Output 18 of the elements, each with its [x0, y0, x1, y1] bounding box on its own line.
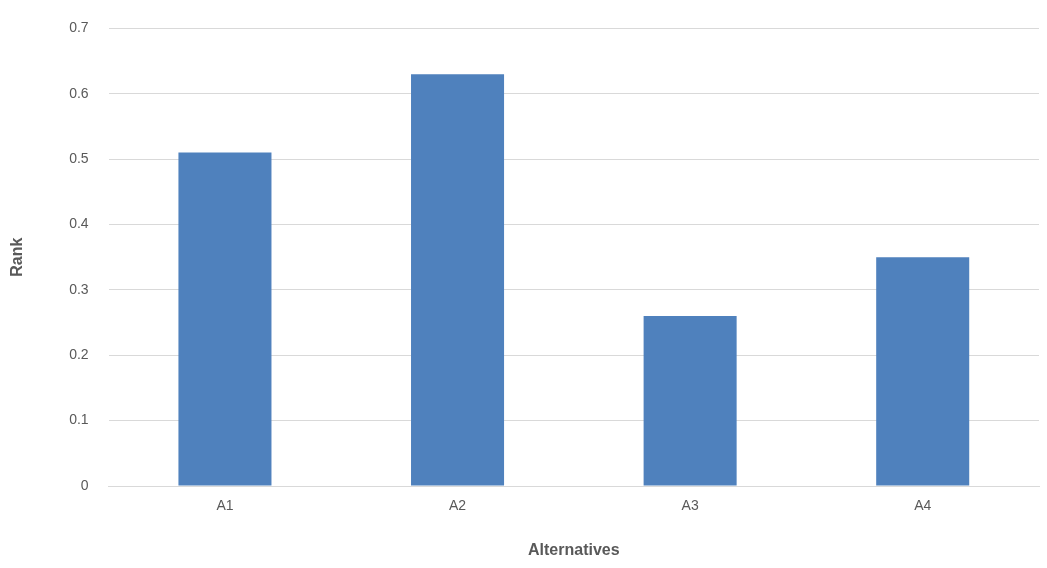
bar	[411, 74, 505, 486]
x-tick-label: A4	[914, 497, 932, 514]
x-tick-label: A3	[681, 497, 699, 514]
x-tick-label: A1	[216, 497, 234, 514]
y-axis-title: Rank	[8, 237, 26, 277]
x-tick-label: A2	[448, 497, 467, 514]
bar	[178, 152, 272, 486]
y-tick-label: 0.1	[69, 411, 89, 428]
y-tick-label: 0.2	[69, 346, 89, 363]
y-tick-label: 0.4	[69, 215, 89, 232]
bar	[876, 257, 970, 486]
bar	[643, 316, 737, 486]
y-tick-label: 0.3	[69, 280, 89, 297]
y-tick-label: 0	[80, 476, 89, 493]
x-axis-title: Alternatives	[528, 540, 620, 558]
y-tick-label: 0.6	[69, 84, 89, 101]
y-tick-label: 0.7	[69, 19, 89, 36]
y-tick-label: 0.5	[69, 150, 89, 166]
